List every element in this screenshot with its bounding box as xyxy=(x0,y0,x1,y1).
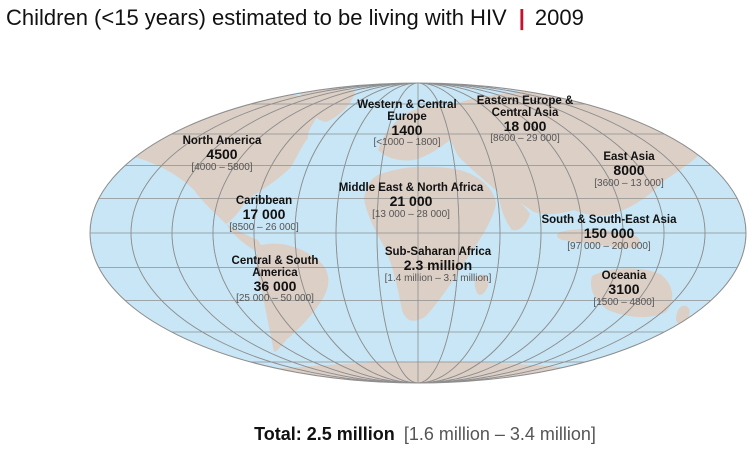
region-range: [1500 – 4800] xyxy=(593,296,655,308)
region-range: [3600 – 13 000] xyxy=(594,177,664,189)
total-label: Total: xyxy=(254,424,302,444)
region-value: 2.3 million xyxy=(403,257,473,274)
title-separator: | xyxy=(518,5,525,30)
region-value: 17 000 xyxy=(242,206,286,223)
region-name: Central & South America xyxy=(231,255,319,279)
graticule xyxy=(90,83,746,383)
region-name: Oceania xyxy=(601,270,647,282)
region-western-central-europe[interactable]: Western & Central Europe 1400 [<1000 – 1… xyxy=(357,99,457,148)
map-title: Children (<15 years) estimated to be liv… xyxy=(6,5,584,31)
region-south-south-east-asia[interactable]: South & South-East Asia 150 000 [97 000 … xyxy=(541,214,676,252)
region-name: Eastern Europe & Central Asia xyxy=(476,95,574,119)
region-name: Caribbean xyxy=(235,195,293,207)
region-range: [1.4 million – 3.1 million] xyxy=(384,272,492,284)
land-central-america xyxy=(226,224,261,252)
title-text: Children (<15 years) estimated to be liv… xyxy=(6,5,507,30)
region-north-america[interactable]: North America 4500 [4000 – 5800] xyxy=(183,135,262,173)
region-range: [25 000 – 50 000] xyxy=(236,293,314,304)
region-value: 3100 xyxy=(608,281,640,298)
region-name: East Asia xyxy=(603,151,655,163)
region-middle-east-north-africa[interactable]: Middle East & North Africa 21 000 [13 00… xyxy=(339,182,484,220)
region-range: [<1000 – 1800] xyxy=(373,137,441,148)
land-madagascar xyxy=(474,274,489,295)
region-name: Western & Central Europe xyxy=(357,99,457,123)
globe-outline xyxy=(89,82,747,384)
region-range: [13 000 – 28 000] xyxy=(372,208,450,220)
total-value: 2.5 million xyxy=(306,424,395,444)
region-value: 18 000 xyxy=(503,118,547,134)
region-range: [8600 – 29 000] xyxy=(490,133,560,144)
region-value: 150 000 xyxy=(583,225,635,242)
region-range: [97 000 – 200 000] xyxy=(567,240,651,252)
region-range: [8500 – 26 000] xyxy=(229,221,299,233)
region-name: North America xyxy=(182,135,262,147)
land-australia xyxy=(590,268,673,318)
total-range: [1.6 million – 3.4 million] xyxy=(403,424,596,444)
land-south-america xyxy=(256,243,329,352)
region-name: Middle East & North Africa xyxy=(338,182,484,194)
region-range: [4000 – 5800] xyxy=(191,161,253,173)
region-value: 4500 xyxy=(206,146,238,163)
region-value: 36 000 xyxy=(253,278,297,294)
region-sub-saharan-africa[interactable]: Sub-Saharan Africa 2.3 million [1.4 mill… xyxy=(385,246,492,284)
title-year: 2009 xyxy=(534,5,584,30)
region-value: 21 000 xyxy=(389,193,433,210)
region-oceania[interactable]: Oceania 3100 [1500 – 4800] xyxy=(593,270,654,308)
land-se-asia-islands xyxy=(557,229,641,248)
region-value: 1400 xyxy=(391,122,423,138)
land-africa xyxy=(364,166,496,321)
total-summary: Total: 2.5 million [1.6 million – 3.4 mi… xyxy=(0,424,755,445)
region-east-asia[interactable]: East Asia 8000 [3600 – 13 000] xyxy=(594,151,664,189)
land-south-asia xyxy=(498,192,530,231)
region-name: Sub-Saharan Africa xyxy=(384,246,492,258)
region-name: South & South-East Asia xyxy=(541,214,677,226)
region-caribbean[interactable]: Caribbean 17 000 [8500 – 26 000] xyxy=(229,195,299,233)
region-central-south-america[interactable]: Central & South America 36 000 [25 000 –… xyxy=(220,255,330,304)
region-eastern-europe-central-asia[interactable]: Eastern Europe & Central Asia 18 000 [86… xyxy=(475,95,575,144)
region-value: 8000 xyxy=(613,162,645,179)
land-antarctica xyxy=(150,361,710,383)
